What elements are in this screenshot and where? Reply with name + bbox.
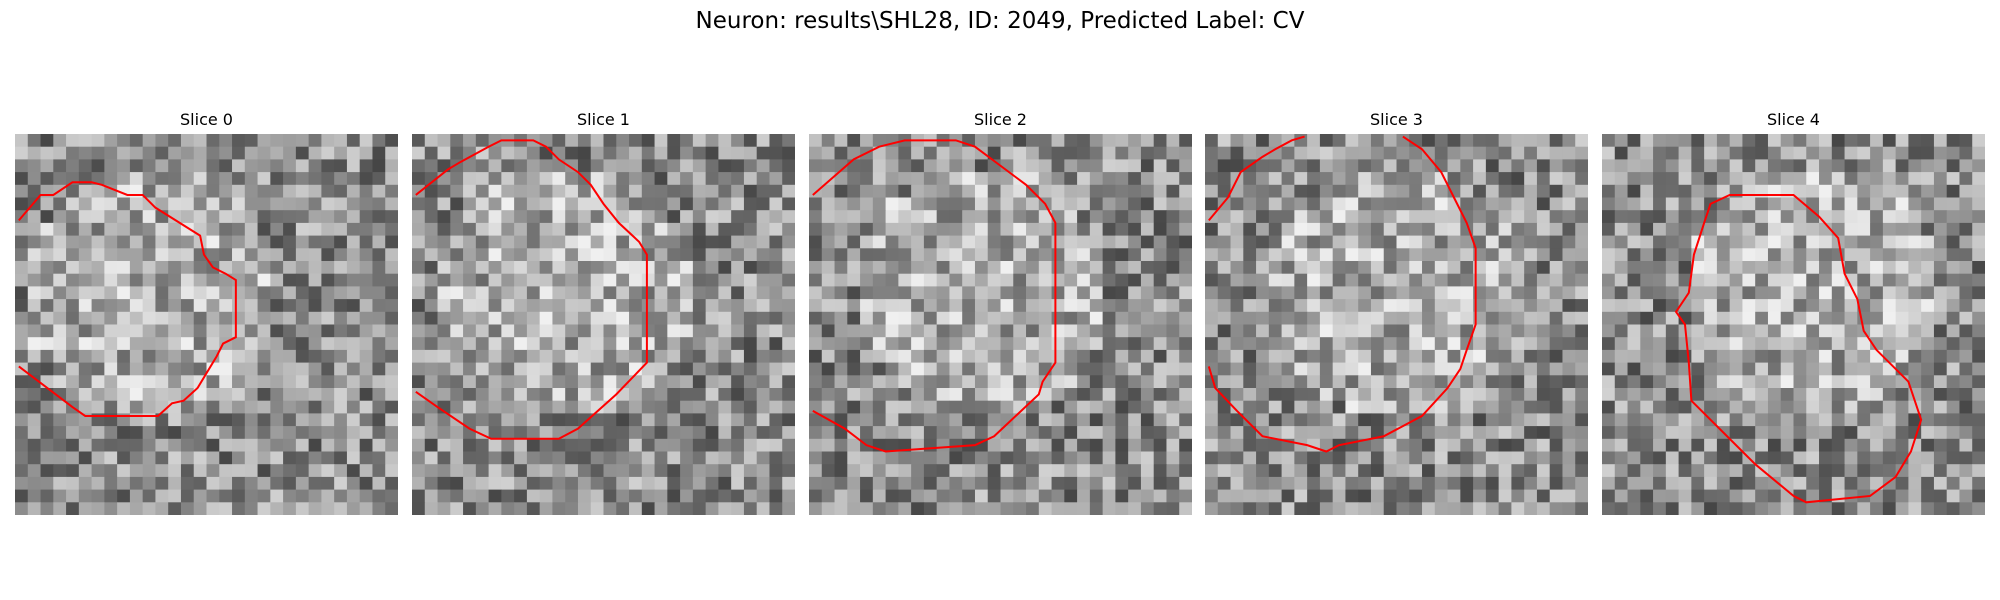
slice-image bbox=[412, 134, 795, 515]
slice-image bbox=[1602, 134, 1985, 515]
panel-title: Slice 2 bbox=[974, 110, 1027, 129]
contour bbox=[1676, 195, 1921, 502]
pixels bbox=[412, 134, 795, 515]
contour bbox=[1209, 137, 1305, 221]
pixels bbox=[1205, 134, 1588, 515]
panel-title: Slice 0 bbox=[180, 110, 233, 129]
figure-title: Neuron: results\SHL28, ID: 2049, Predict… bbox=[695, 8, 1305, 34]
pixels bbox=[809, 134, 1192, 515]
panel-title: Slice 1 bbox=[577, 110, 630, 129]
contour bbox=[19, 182, 236, 416]
pixels bbox=[15, 134, 398, 515]
slice-image bbox=[809, 134, 1192, 515]
panel-title: Slice 3 bbox=[1370, 110, 1423, 129]
contour bbox=[1209, 137, 1476, 452]
contour bbox=[813, 140, 1056, 451]
pixels bbox=[1602, 134, 1985, 515]
slice-image bbox=[15, 134, 398, 515]
panel-title: Slice 4 bbox=[1767, 110, 1820, 129]
contour bbox=[416, 140, 647, 438]
slice-image bbox=[1205, 134, 1588, 515]
